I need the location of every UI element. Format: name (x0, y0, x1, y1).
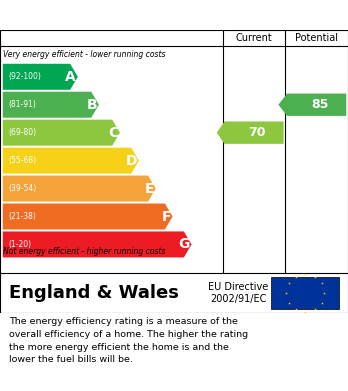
Text: 85: 85 (311, 98, 328, 111)
Text: Potential: Potential (295, 33, 338, 43)
Text: F: F (161, 210, 171, 224)
Text: Very energy efficient - lower running costs: Very energy efficient - lower running co… (3, 50, 166, 59)
Text: (1-20): (1-20) (8, 240, 31, 249)
Text: (92-100): (92-100) (8, 72, 41, 81)
Text: England & Wales: England & Wales (9, 284, 179, 302)
Text: C: C (108, 126, 118, 140)
Bar (271, 277, 339, 309)
Text: (69-80): (69-80) (8, 128, 36, 137)
Polygon shape (3, 203, 173, 230)
Text: G: G (179, 237, 190, 251)
Text: (39-54): (39-54) (8, 184, 36, 193)
Polygon shape (3, 176, 156, 201)
Text: E: E (144, 181, 154, 196)
Text: Not energy efficient - higher running costs: Not energy efficient - higher running co… (3, 247, 166, 256)
Text: (81-91): (81-91) (8, 100, 36, 109)
Polygon shape (3, 120, 120, 146)
Polygon shape (3, 64, 78, 90)
Text: 70: 70 (248, 126, 266, 139)
Text: The energy efficiency rating is a measure of the
overall efficiency of a home. T: The energy efficiency rating is a measur… (9, 317, 248, 364)
Text: EU Directive
2002/91/EC: EU Directive 2002/91/EC (208, 282, 269, 304)
Polygon shape (3, 148, 139, 174)
Text: A: A (65, 70, 76, 84)
Text: Current: Current (236, 33, 272, 43)
Text: Energy Efficiency Rating: Energy Efficiency Rating (9, 7, 219, 23)
Text: D: D (126, 154, 137, 168)
Polygon shape (3, 231, 191, 257)
Text: (21-38): (21-38) (8, 212, 36, 221)
Polygon shape (278, 93, 346, 116)
Text: (55-68): (55-68) (8, 156, 36, 165)
Text: B: B (87, 98, 97, 112)
Polygon shape (217, 122, 284, 144)
Polygon shape (3, 92, 99, 118)
